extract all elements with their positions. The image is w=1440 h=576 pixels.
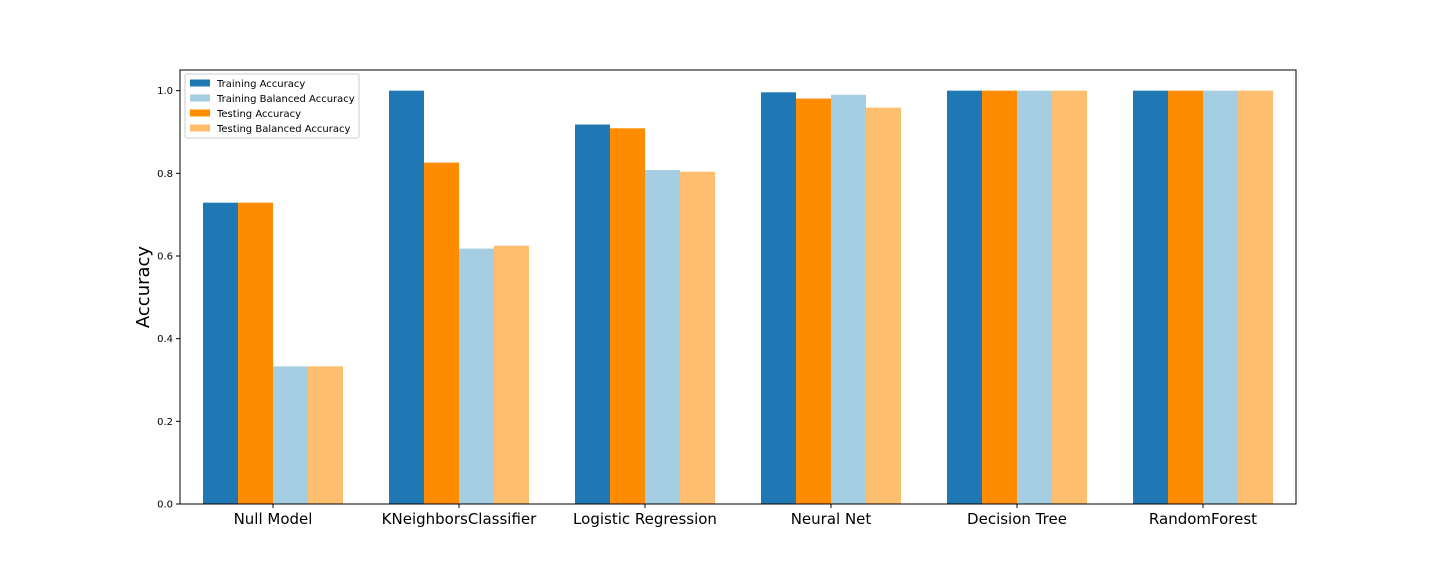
legend-label: Training Accuracy bbox=[216, 79, 305, 90]
y-axis-title: Accuracy bbox=[133, 246, 154, 329]
bar bbox=[982, 90, 1017, 505]
y-tick-label: 0.0 bbox=[157, 500, 173, 511]
bar bbox=[238, 202, 273, 504]
bar bbox=[459, 248, 494, 504]
legend-label: Testing Balanced Accuracy bbox=[216, 124, 350, 135]
bar bbox=[273, 366, 308, 504]
bars-group bbox=[203, 90, 1273, 505]
bar bbox=[1203, 90, 1238, 505]
legend-frame bbox=[184, 73, 360, 139]
legend-label: Testing Accuracy bbox=[216, 109, 301, 120]
bar bbox=[1168, 90, 1203, 505]
bar bbox=[203, 202, 238, 504]
y-tick-label: 0.6 bbox=[157, 252, 173, 263]
legend-label: Training Balanced Accuracy bbox=[216, 94, 355, 105]
bar bbox=[645, 170, 680, 504]
bar bbox=[1238, 90, 1273, 505]
bar bbox=[866, 107, 901, 504]
legend-swatch bbox=[190, 79, 210, 87]
y-tick-label: 0.4 bbox=[157, 334, 173, 345]
x-tick-label: KNeighborsClassifier bbox=[382, 510, 537, 528]
bar bbox=[1133, 90, 1168, 505]
legend-swatch bbox=[190, 124, 210, 132]
bar bbox=[680, 171, 715, 504]
y-tick-label: 1.0 bbox=[157, 86, 173, 97]
x-tick-label: Decision Tree bbox=[967, 510, 1067, 528]
bar bbox=[831, 94, 866, 505]
x-tick-label: Null Model bbox=[234, 510, 313, 528]
bar bbox=[494, 245, 529, 504]
legend-swatch bbox=[190, 94, 210, 102]
plot-frame bbox=[179, 69, 1297, 505]
legend: Training Accuracy Training Balanced Accur… bbox=[184, 73, 360, 139]
bar bbox=[947, 90, 982, 505]
x-axis: Null Model KNeighborsClassifier Logistic R… bbox=[234, 504, 1257, 528]
bar bbox=[424, 162, 459, 504]
x-tick-label: Neural Net bbox=[791, 510, 872, 528]
x-tick-label: Logistic Regression bbox=[573, 510, 717, 528]
legend-swatch bbox=[190, 109, 210, 117]
bar bbox=[610, 128, 645, 504]
bar bbox=[1017, 90, 1052, 505]
bar bbox=[308, 366, 343, 504]
bar bbox=[1052, 90, 1087, 505]
x-tick-label: RandomForest bbox=[1149, 510, 1257, 528]
bar bbox=[796, 98, 831, 505]
bar bbox=[389, 90, 424, 505]
bar bbox=[761, 92, 796, 504]
y-tick-label: 0.8 bbox=[157, 169, 173, 180]
y-tick-label: 0.2 bbox=[157, 417, 173, 428]
bar bbox=[575, 124, 610, 504]
y-axis: 0.0 0.2 0.4 0.6 0.8 1.0 bbox=[157, 86, 180, 511]
